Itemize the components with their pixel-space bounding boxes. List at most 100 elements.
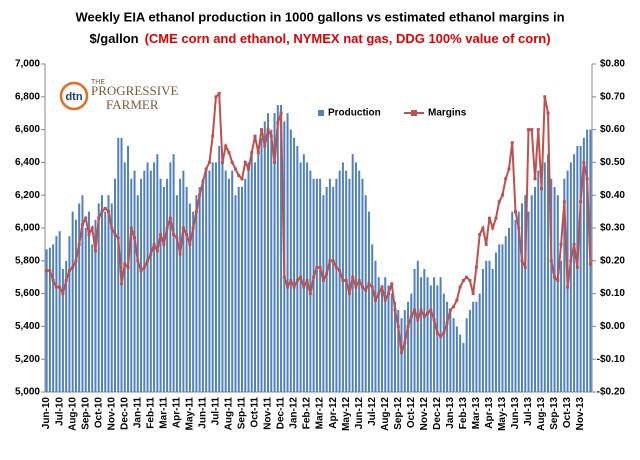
bar [377, 277, 380, 392]
chart-title: Weekly EIA ethanol production in 1000 ga… [75, 9, 564, 24]
margin-marker [533, 177, 537, 181]
bar [582, 137, 585, 392]
y2-tick-label: -$0.20 [597, 387, 626, 398]
margin-marker [142, 265, 146, 269]
bar [449, 310, 452, 392]
margin-marker [588, 262, 592, 266]
bar [81, 195, 84, 392]
margin-marker [478, 233, 482, 237]
margin-marker [435, 331, 439, 335]
bar [114, 178, 117, 392]
margin-marker [201, 180, 205, 184]
bar [488, 260, 491, 392]
bar [569, 162, 572, 392]
margin-marker [110, 226, 114, 230]
margin-marker [58, 285, 62, 289]
bar [156, 154, 159, 392]
margin-marker [233, 167, 237, 171]
margin-marker [217, 92, 221, 96]
x-tick-label: Mar-11 [158, 397, 169, 429]
margin-marker [387, 292, 391, 296]
margin-marker [504, 177, 508, 181]
margin-marker [305, 278, 309, 282]
bar [560, 260, 563, 392]
bar [332, 187, 335, 392]
margin-marker [442, 331, 446, 335]
bar [436, 285, 439, 392]
margin-marker [491, 226, 495, 230]
margin-marker [61, 292, 65, 296]
margin-marker [253, 134, 257, 138]
bar [446, 301, 449, 392]
bar [205, 170, 208, 392]
margin-marker [136, 259, 140, 263]
margin-marker [416, 318, 420, 322]
x-tick-label: Oct-11 [250, 397, 261, 428]
margin-marker [279, 111, 283, 115]
bar [247, 162, 250, 392]
margin-marker [419, 308, 423, 312]
x-tick-label: May-13 [497, 397, 508, 431]
margin-marker [266, 128, 270, 132]
margin-marker [360, 285, 364, 289]
bar [244, 178, 247, 392]
y-tick-label: 6,400 [15, 157, 40, 168]
y2-tick-label: $0.60 [600, 124, 625, 135]
bar [413, 269, 416, 392]
x-tick-label: Jun-11 [198, 397, 209, 429]
bar [240, 187, 243, 392]
margin-marker [230, 160, 234, 164]
margin-marker [321, 278, 325, 282]
margin-marker [194, 210, 198, 214]
bar [491, 269, 494, 392]
logo-small: THE [91, 79, 105, 86]
bar [407, 301, 410, 392]
margin-marker [162, 242, 166, 246]
bar [91, 244, 94, 392]
y2-tick-label: $0.50 [600, 157, 625, 168]
margin-marker [556, 278, 560, 282]
bar [573, 154, 576, 392]
bar [416, 260, 419, 392]
margin-marker [465, 275, 469, 279]
margin-marker [149, 252, 153, 256]
bar [179, 178, 182, 392]
margin-marker [448, 308, 452, 312]
margin-marker [84, 216, 88, 220]
logo-name2: FARMER [106, 97, 159, 112]
bar [71, 211, 74, 392]
bar [504, 236, 507, 392]
margin-marker [220, 160, 224, 164]
bar [214, 162, 217, 392]
margin-marker [67, 269, 71, 273]
bar [410, 293, 413, 392]
bar [517, 211, 520, 392]
margin-marker [452, 305, 456, 309]
bar [182, 170, 185, 392]
bar [250, 154, 253, 392]
y-tick-label: 5,200 [15, 354, 40, 365]
margin-marker [513, 210, 517, 214]
margin-marker [383, 298, 387, 302]
margin-marker [286, 285, 290, 289]
margin-marker [191, 226, 195, 230]
bar [348, 178, 351, 392]
bar [273, 113, 276, 392]
x-tick-label: Feb-12 [302, 397, 313, 430]
bar [335, 178, 338, 392]
x-tick-label: Nov-10 [106, 397, 117, 431]
margin-marker [439, 334, 443, 338]
margin-marker [237, 174, 241, 178]
margin-marker [530, 128, 534, 132]
y2-tick-label: $0.70 [600, 91, 625, 102]
margin-marker [406, 324, 410, 328]
margin-marker [198, 193, 202, 197]
bar [120, 137, 123, 392]
margin-marker [172, 233, 176, 237]
x-tick-label: Jul-10 [54, 397, 65, 426]
margin-marker [390, 282, 394, 286]
margin-marker [204, 167, 208, 171]
margin-marker [559, 242, 563, 246]
margin-marker [159, 233, 163, 237]
